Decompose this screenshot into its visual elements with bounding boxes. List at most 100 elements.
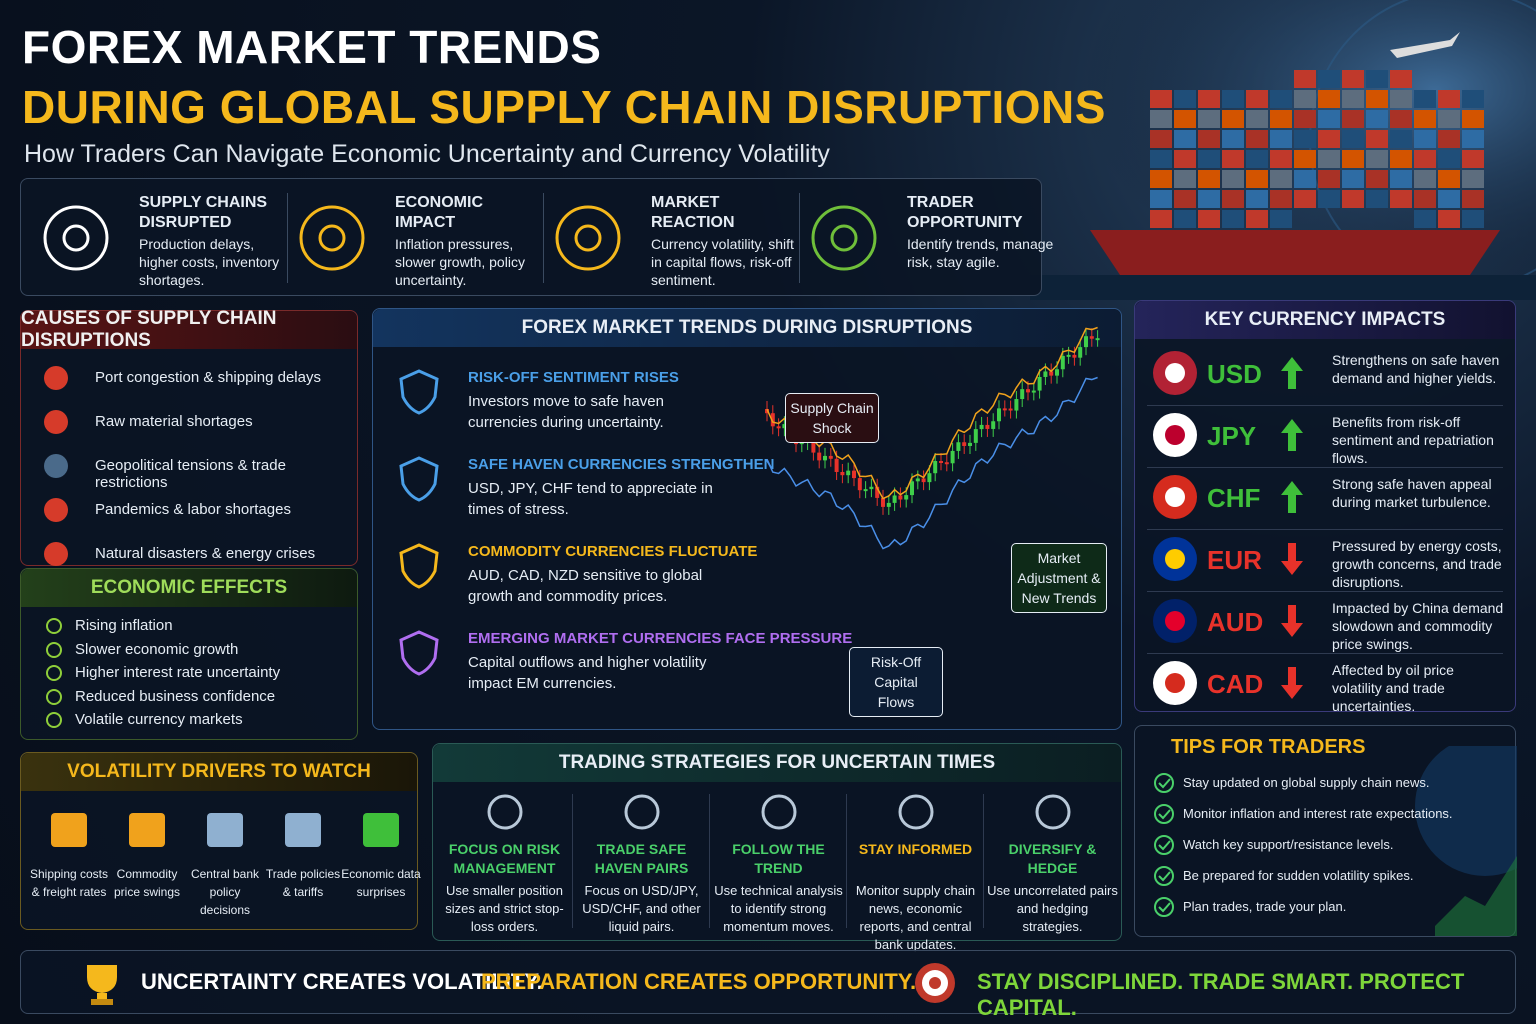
icon [46,618,62,634]
globe-illustration [1415,746,1517,936]
container [1318,110,1340,128]
candle [886,502,891,507]
currency-code: EUR [1207,545,1262,575]
divider [1147,653,1503,654]
effect-item: Higher interest rate uncertainty [75,664,281,681]
tip-item: Stay updated on global supply chain news… [1183,775,1430,790]
candle [950,450,955,464]
container [1294,70,1316,88]
strategy-title: DIVERSIFY & HEDGE [1008,841,1097,876]
divider [1147,405,1503,406]
arrow [1281,543,1303,575]
container [1294,170,1316,188]
cause-item: Natural disasters & energy crises [95,545,316,562]
container [1462,130,1484,148]
callout: Market Adjustment & New Trends [1011,543,1107,613]
candle [857,478,862,491]
container [1174,130,1196,148]
candle [997,408,1001,422]
flag [1153,351,1197,395]
overview-title: MARKET REACTION [651,194,735,231]
candle [944,462,949,465]
container [1198,90,1220,108]
candle [846,470,851,476]
container [1342,170,1364,188]
overview-title: TRADER OPPORTUNITY [907,194,1023,231]
arrow [1281,605,1303,637]
container [1222,90,1244,108]
overview-text: Currency volatility, shift in capital fl… [651,236,794,288]
candle [1049,371,1054,376]
icon [44,498,68,522]
container [1294,190,1316,208]
container [1462,90,1484,108]
candle [811,440,816,453]
container [1438,170,1460,188]
flag [1153,475,1197,519]
container [1414,170,1436,188]
effect-item: Slower economic growth [75,640,239,658]
footer-slogan: STAY DISCIPLINED. TRADE SMART. PROTECT C… [977,969,1465,1020]
candle [921,478,926,483]
icon [399,369,439,415]
container [1318,90,1340,108]
candle [1066,354,1071,357]
currency-code: USD [1207,359,1262,389]
container [1222,170,1244,188]
container [1150,190,1172,208]
panel-title: KEY CURRENCY IMPACTS [1135,301,1515,339]
container [1414,210,1436,228]
icon [1154,835,1174,855]
driver-label: Commodity price swings [113,867,181,899]
cause-item: Pandemics & labor shortages [95,501,291,518]
candle [904,495,909,500]
candle [840,471,845,476]
container [1174,190,1196,208]
panel-title: FOREX MARKET TRENDS DURING DISRUPTIONS [373,309,1121,347]
divider [1147,591,1503,592]
container [1342,90,1364,108]
icon [1154,897,1174,917]
overview-panel: SUPPLY CHAINS DISRUPTED Production delays… [20,178,1053,296]
container [1222,130,1244,148]
container [1342,110,1364,128]
container [1270,190,1292,208]
container [1222,190,1244,208]
currency-text: Benefits from risk-off sentiment and rep… [1332,414,1494,466]
container [1270,210,1292,228]
container [1198,190,1220,208]
trend-title: RISK-OFF SENTIMENT RISES [468,369,679,386]
candle [991,421,996,429]
flag [1153,537,1197,581]
candle [1078,347,1083,358]
effect-item: Volatile currency markets [75,711,243,728]
arrow [1281,481,1303,513]
trend-text: Capital outflows and higher volatility i… [468,654,707,692]
container [1246,150,1268,168]
icon [555,205,621,271]
candle [1055,369,1059,376]
container [1366,170,1388,188]
icon [761,794,797,830]
panel-title: VOLATILITY DRIVERS TO WATCH [21,753,417,791]
flag [1153,413,1197,457]
overview-text: Inflation pressures, slower growth, poli… [395,236,525,288]
cause-item: Geopolitical tensions & trade restrictio… [95,457,286,491]
trends-panel: FOREX MARKET TRENDS DURING DISRUPTIONS RI… [372,308,1122,730]
candle [892,495,897,503]
divider [983,794,984,928]
container [1390,150,1412,168]
container [1246,210,1268,228]
tip-item: Watch key support/resistance levels. [1183,837,1394,852]
container [1222,150,1244,168]
strategy-title: FOLLOW THE TREND [732,841,825,876]
container [1438,90,1460,108]
container [1270,110,1292,128]
container [1174,150,1196,168]
container [1246,170,1268,188]
container [1198,110,1220,128]
candle [782,424,787,429]
candle [1026,389,1030,393]
flag [1153,661,1197,705]
candle [881,497,885,507]
